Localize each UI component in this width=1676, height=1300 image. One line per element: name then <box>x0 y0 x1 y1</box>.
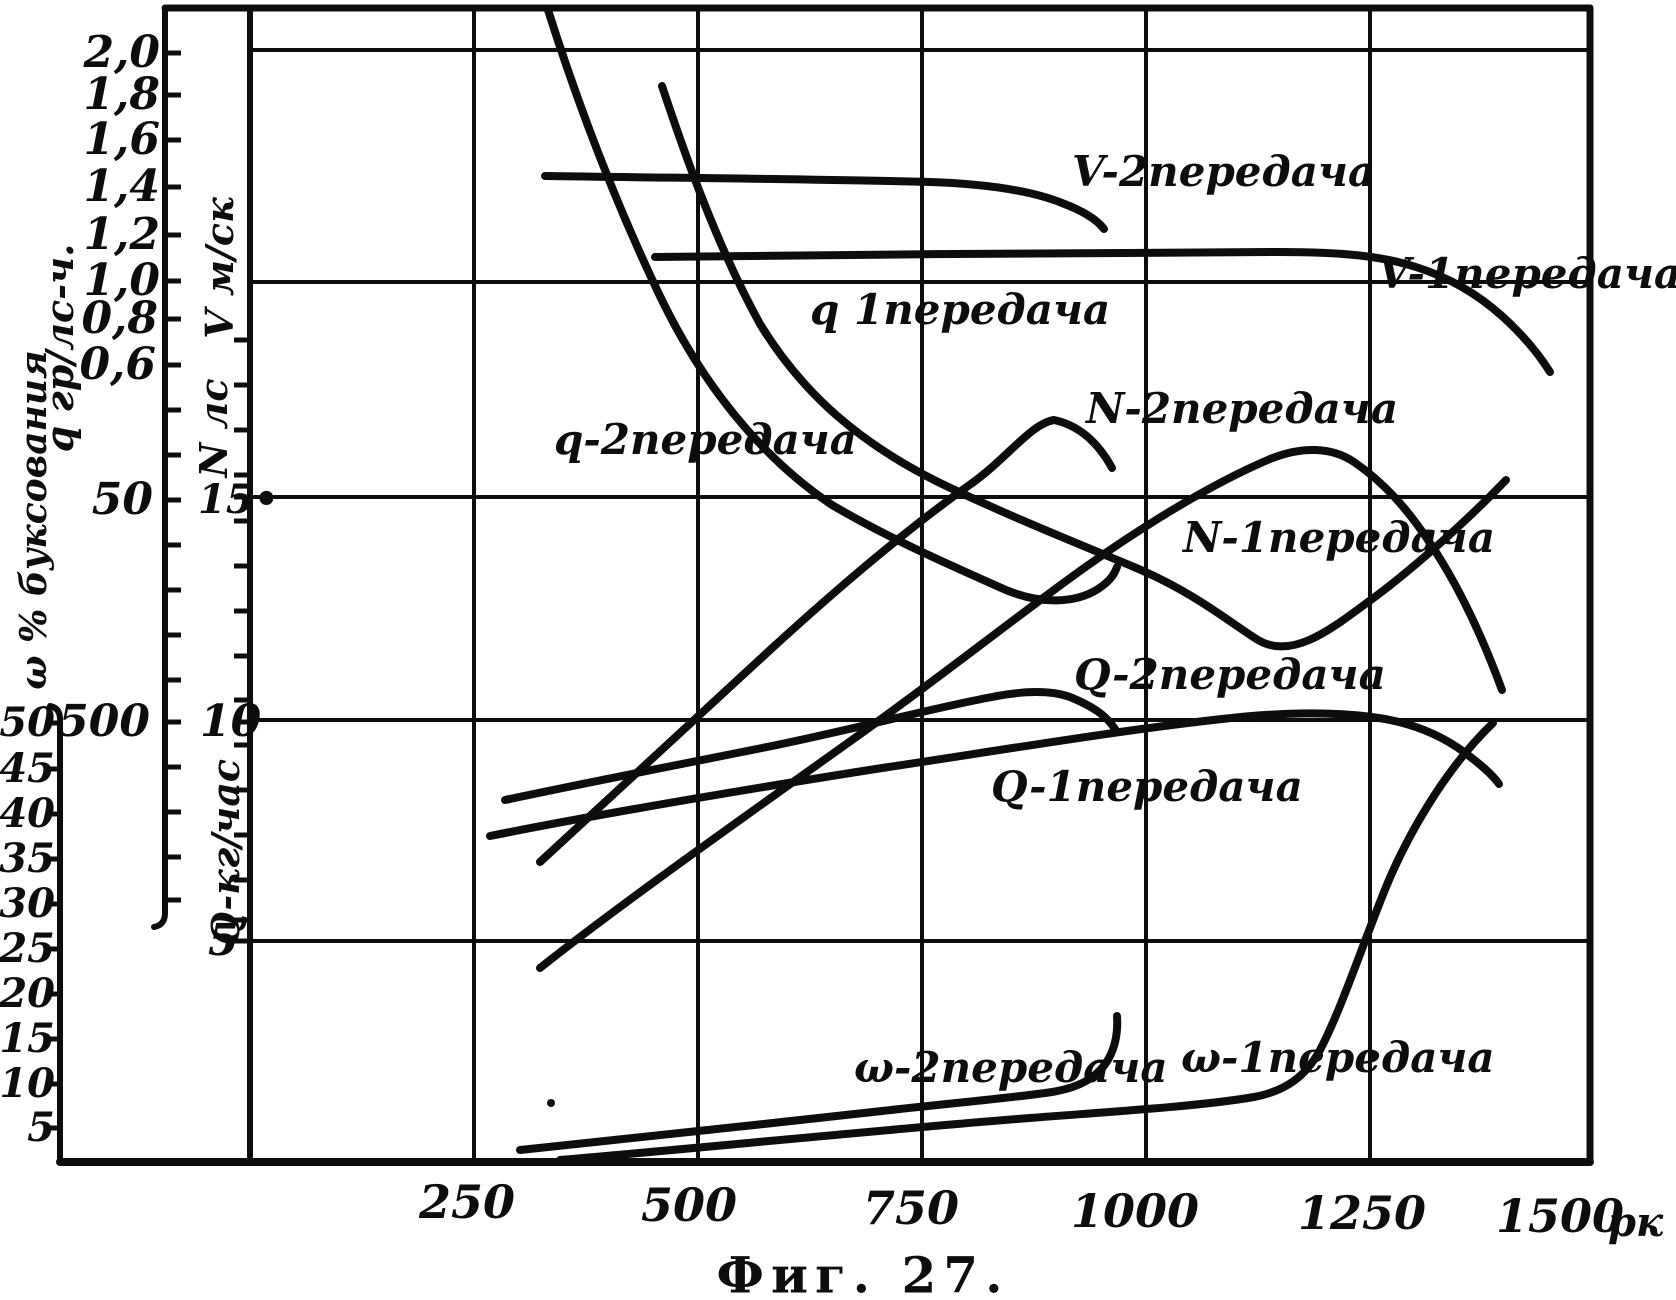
label-v2: V-2передача <box>1072 147 1376 196</box>
curve-n-2 <box>536 416 1116 866</box>
curve-fuel-1 <box>486 709 1503 840</box>
tick-w-10: 10 <box>0 1060 55 1107</box>
label-q1: q 1передача <box>810 285 1111 334</box>
label-w2: ω-2передача <box>854 1043 1168 1092</box>
tick-v-1_4: 1,4 <box>83 161 160 212</box>
label-v1: V-1передача <box>1378 249 1676 298</box>
curve-q-2 <box>544 6 1121 605</box>
tick-n-5: 5 <box>208 915 239 966</box>
tick-aux-500: 500 <box>58 696 150 747</box>
tick-v-1_6: 1,6 <box>83 114 160 165</box>
curve-v-1 <box>651 248 1554 376</box>
axis-omega <box>47 703 64 1165</box>
stray-ink-dot <box>547 1099 555 1107</box>
label-fuel1: Q-1передача <box>991 762 1303 811</box>
tick-w-50: 50 <box>0 699 55 746</box>
tick-w-30: 30 <box>0 880 55 927</box>
axis-omega-label: ω % буксования <box>13 350 55 690</box>
tick-w-45: 45 <box>0 745 55 792</box>
label-q2: q-2передача <box>554 415 858 464</box>
tick-v-2_0: 2,0 <box>83 27 160 78</box>
tick-w-35: 35 <box>0 835 55 882</box>
tick-w-5: 5 <box>27 1104 55 1151</box>
tick-x-750: 750 <box>862 1181 960 1235</box>
tick-w-15: 15 <box>0 1015 55 1062</box>
label-n2: N-2передача <box>1086 384 1399 433</box>
tick-v-1_8: 1,8 <box>83 69 160 120</box>
tick-w-20: 20 <box>0 970 55 1017</box>
tick-n-10: 10 <box>200 696 262 747</box>
x-unit-label: рк <box>1608 1199 1664 1246</box>
curve-w-1 <box>556 719 1497 1164</box>
curve-n-1 <box>536 446 1506 972</box>
tick-x-1500: 1500 <box>1495 1189 1625 1243</box>
axis-fuel-label: Q-кг/час <box>203 758 248 946</box>
tick-n-15: 15• <box>198 476 280 523</box>
label-n1: N-1передача <box>1183 513 1496 562</box>
label-fuel2: Q-2передача <box>1074 650 1386 699</box>
curve-w-2 <box>516 1012 1122 1154</box>
curve-q-1 <box>658 82 1510 651</box>
tick-v-0_6: 0,6 <box>79 339 156 390</box>
curve-fuel-2 <box>501 688 1119 804</box>
curve-v-2 <box>541 172 1108 233</box>
tick-w-40: 40 <box>0 790 55 837</box>
tick-v-0_8: 0,8 <box>81 293 158 344</box>
figure-caption: Фиг. 27. <box>716 1245 1010 1300</box>
tick-w-25: 25 <box>0 925 55 972</box>
frame-left <box>151 5 168 930</box>
tick-aux-50: 50 <box>91 474 153 525</box>
tick-x-1000: 1000 <box>1070 1184 1200 1238</box>
axis-n-label: N лс <box>191 378 236 478</box>
tick-x-500: 500 <box>640 1178 738 1232</box>
tick-x-250: 250 <box>418 1175 516 1229</box>
label-w1: ω-1передача <box>1181 1033 1495 1082</box>
axis-v-label: V м/ск <box>197 197 242 339</box>
tick-x-1250: 1250 <box>1297 1186 1427 1240</box>
tick-v-1_2: 1,2 <box>83 209 160 260</box>
tick-v-1_0: 1,0 <box>83 255 160 306</box>
